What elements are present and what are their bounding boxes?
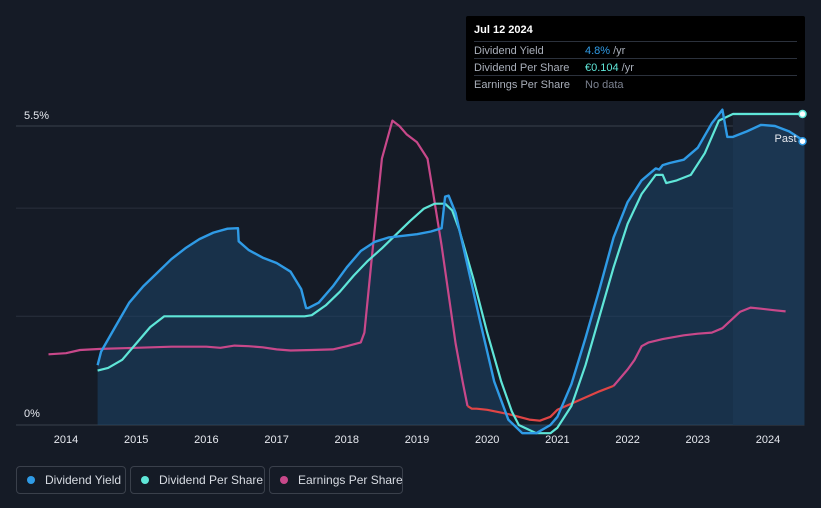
legend-dot-icon <box>27 476 35 484</box>
x-tick-label: 2019 <box>405 434 429 446</box>
tooltip-row-dividend-per-share: Dividend Per Share €0.104/yr <box>474 58 797 76</box>
tooltip-label: Earnings Per Share <box>474 79 570 91</box>
tooltip-value: 4.8%/yr <box>585 45 625 57</box>
legend-dot-icon <box>280 476 288 484</box>
x-tick-label: 2020 <box>475 434 499 446</box>
legend-item-dividend-per-share[interactable]: Dividend Per Share <box>130 466 265 494</box>
dividend-yield-end-marker <box>798 136 807 146</box>
past-label: Past <box>774 133 796 145</box>
tooltip-unit: /yr <box>613 45 626 57</box>
earnings-per-share-line <box>48 119 469 407</box>
tooltip-date: Jul 12 2024 <box>474 24 533 36</box>
tooltip-panel: Jul 12 2024 Dividend Yield 4.8%/yr Divid… <box>466 16 805 101</box>
x-tick-label: 2024 <box>756 434 780 446</box>
earnings-per-share-line <box>612 306 786 387</box>
tooltip-label: Dividend Yield <box>474 45 544 57</box>
y-tick-label: 5.5% <box>24 110 49 122</box>
legend-item-dividend-yield[interactable]: Dividend Yield <box>16 466 126 494</box>
dividend-per-share-end-marker <box>798 109 807 119</box>
earnings-per-share-line-low <box>466 384 614 422</box>
legend-label: Dividend Yield <box>45 473 122 487</box>
tooltip-value-number: 4.8% <box>585 45 611 57</box>
tooltip-row-earnings-per-share: Earnings Per Share No data <box>474 75 797 93</box>
tooltip-unit: /yr <box>621 62 634 74</box>
tooltip-label: Dividend Per Share <box>474 62 570 74</box>
x-tick-label: 2016 <box>194 434 218 446</box>
x-tick-label: 2015 <box>124 434 148 446</box>
x-tick-label: 2018 <box>335 434 359 446</box>
legend-item-earnings-per-share[interactable]: Earnings Per Share <box>269 466 403 494</box>
tooltip-value: No data <box>585 79 624 91</box>
tooltip-value-number: €0.104 <box>585 62 619 74</box>
legend-label: Dividend Per Share <box>159 473 264 487</box>
tooltip-value: €0.104/yr <box>585 62 634 74</box>
x-tick-label: 2022 <box>615 434 639 446</box>
x-tick-label: 2021 <box>545 434 569 446</box>
legend-dot-icon <box>141 476 149 484</box>
y-tick-label: 0% <box>24 408 40 420</box>
legend-label: Earnings Per Share <box>298 473 403 487</box>
x-tick-label: 2014 <box>54 434 78 446</box>
x-tick-label: 2017 <box>264 434 288 446</box>
dividend-per-share-line <box>97 112 805 435</box>
x-tick-label: 2023 <box>686 434 710 446</box>
tooltip-row-dividend-yield: Dividend Yield 4.8%/yr <box>474 41 797 59</box>
tooltip-value-number: No data <box>585 79 624 91</box>
dividend-yield-area <box>97 109 805 434</box>
dividend-yield-line <box>96 108 806 435</box>
